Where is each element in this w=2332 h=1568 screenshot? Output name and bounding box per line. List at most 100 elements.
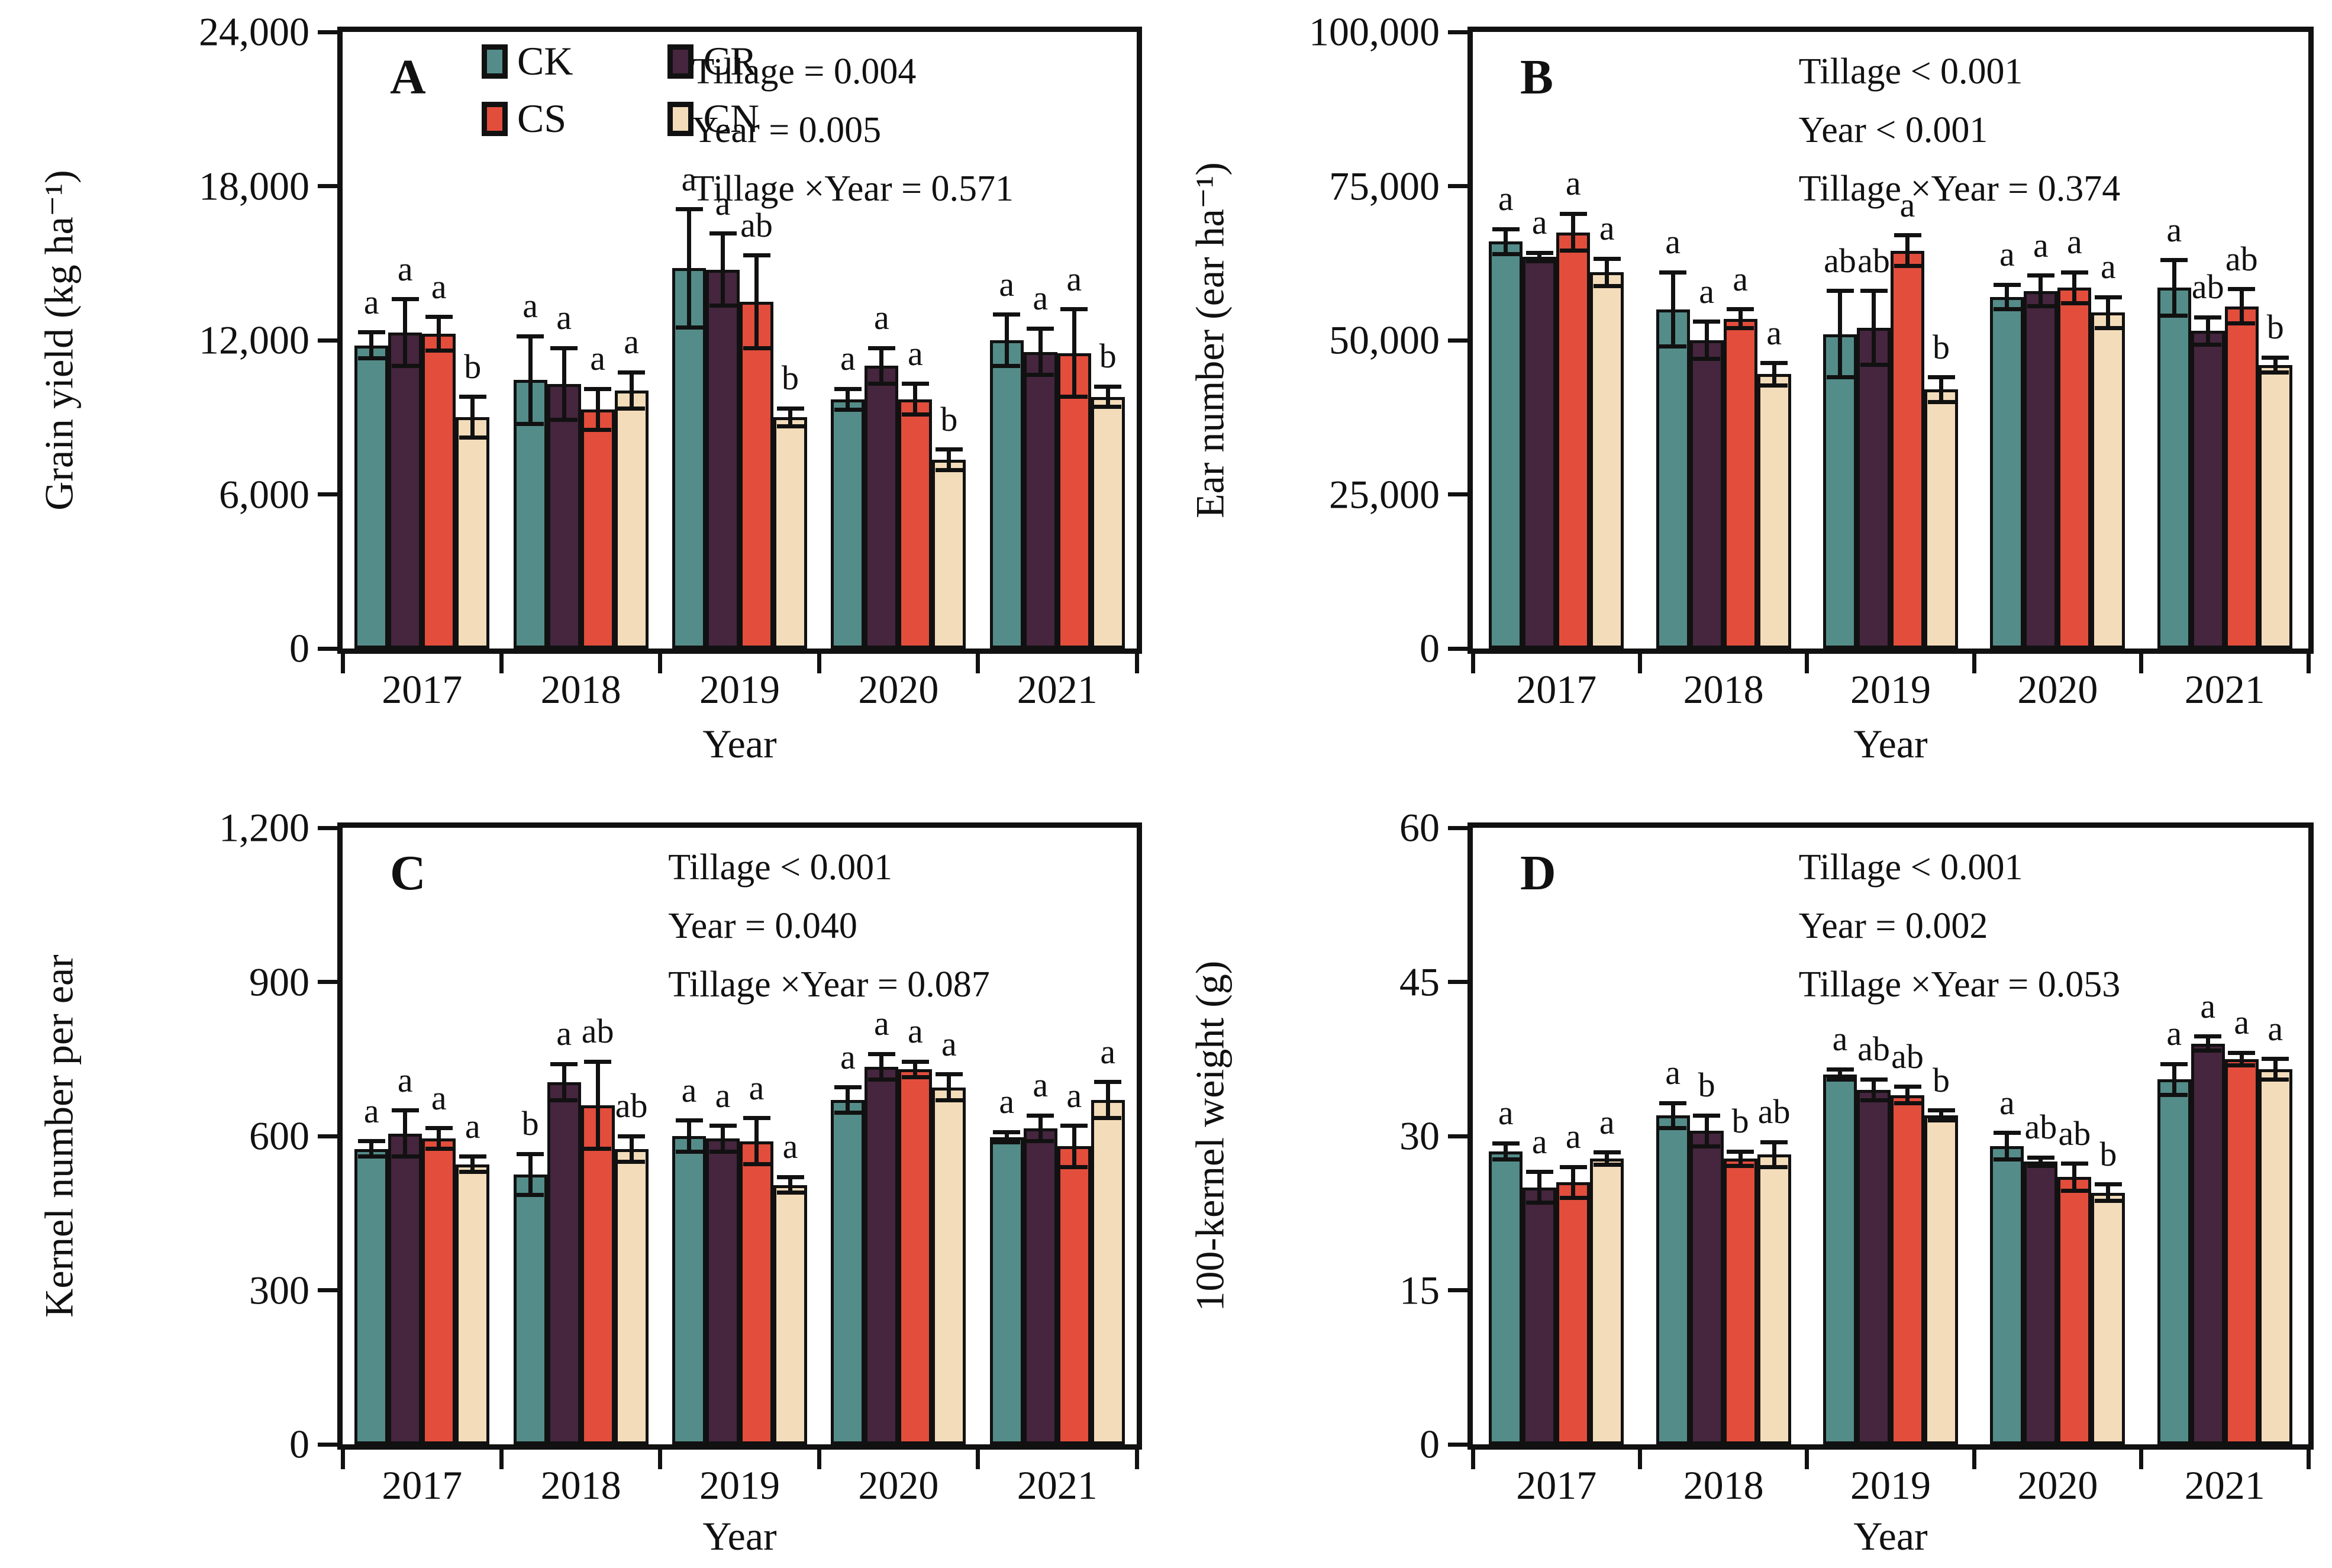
legend-label-cr: CR xyxy=(703,38,757,83)
legend-swatch-cs xyxy=(482,101,508,136)
x-axis-title: Year xyxy=(702,721,777,766)
legend-item-cn: CN xyxy=(667,95,759,142)
significance-letter: a xyxy=(840,339,856,378)
error-bar-cap xyxy=(675,1149,703,1154)
significance-letter: a xyxy=(1531,1122,1547,1161)
bar xyxy=(706,269,740,649)
error-bar-cap xyxy=(1060,1164,1088,1169)
significance-letter: b xyxy=(1731,1102,1749,1141)
significance-letter: a xyxy=(397,249,413,288)
bar xyxy=(740,1141,773,1444)
plot-area: D Tillage < 0.001 Year = 0.002 Tillage ×Ye… xyxy=(1399,805,2314,1508)
bar xyxy=(1924,389,1958,649)
y-tick xyxy=(318,184,337,188)
bar xyxy=(1823,1074,1857,1444)
bar xyxy=(1556,232,1591,649)
significance-letter: a xyxy=(1899,185,1915,224)
significance-letter: a xyxy=(363,282,379,321)
error-bar-cap xyxy=(517,1193,544,1198)
error-bar-cap xyxy=(675,1118,703,1123)
stats-line: Tillage < 0.001 xyxy=(1798,847,2023,888)
error-bar-cap xyxy=(993,312,1021,317)
y-tick xyxy=(318,1288,337,1292)
x-tick-label: 2019 xyxy=(699,667,780,712)
error-bar xyxy=(2106,297,2111,328)
significance-letter: ab xyxy=(2225,239,2258,278)
y-tick xyxy=(1448,338,1467,343)
stats-line: Year = 0.040 xyxy=(668,906,857,946)
x-tick xyxy=(499,654,504,673)
significance-letter: a xyxy=(2268,1009,2283,1048)
error-bar-cap xyxy=(618,370,646,375)
x-tick-label: 2017 xyxy=(1516,667,1597,712)
error-bar-cap xyxy=(2228,287,2256,291)
error-bar xyxy=(721,233,725,306)
error-bar-cap xyxy=(550,1062,578,1066)
stats-annotation: Tillage < 0.001 Year = 0.040 Tillage ×Year… xyxy=(668,838,990,1014)
significance-letter: ab xyxy=(615,1086,648,1125)
x-tick xyxy=(1637,654,1642,673)
significance-letter: ab xyxy=(1857,1030,1890,1069)
error-bar-cap xyxy=(584,1147,612,1151)
x-axis-title: Year xyxy=(702,1514,777,1559)
error-bar-cap xyxy=(1659,1125,1687,1130)
bar xyxy=(672,268,706,649)
significance-letter: a xyxy=(1733,259,1748,298)
significance-letter: a xyxy=(556,1014,572,1053)
error-bar xyxy=(2205,317,2210,345)
error-bar xyxy=(1537,253,1542,262)
bar xyxy=(1590,272,1624,649)
y-tick-label: 0 xyxy=(1420,1421,1440,1467)
y-tick-label: 900 xyxy=(249,959,309,1004)
bar xyxy=(1891,250,1924,649)
bar xyxy=(1523,257,1557,649)
error-bar-cap xyxy=(1826,1067,1854,1072)
error-bar-cap xyxy=(743,253,770,258)
error-bar-cap xyxy=(1593,1163,1621,1167)
bar xyxy=(580,1105,615,1444)
error-bar-cap xyxy=(834,407,862,412)
x-tick xyxy=(1470,654,1475,673)
error-bar-cap xyxy=(1094,405,1122,409)
y-tick xyxy=(1448,1288,1467,1292)
error-bar-cap xyxy=(776,424,804,428)
error-bar xyxy=(1939,377,1943,402)
bar xyxy=(1823,334,1857,649)
significance-letter: b xyxy=(2099,1134,2117,1173)
panel-letter: B xyxy=(1520,50,1554,105)
bar xyxy=(2191,331,2225,649)
bar xyxy=(1091,1100,1125,1444)
x-tick xyxy=(340,654,345,673)
legend-item-cs: CS xyxy=(482,95,573,142)
significance-letter: a xyxy=(874,298,889,337)
y-tick-label: 300 xyxy=(249,1267,309,1312)
significance-letter: a xyxy=(941,1024,957,1063)
x-tick-label: 2018 xyxy=(540,1463,621,1508)
error-bar xyxy=(1905,235,1910,266)
significance-letter: a xyxy=(1599,1102,1615,1141)
error-bar-cap xyxy=(2262,1077,2289,1082)
y-tick xyxy=(318,30,337,34)
significance-letter: b xyxy=(1099,337,1117,376)
bar xyxy=(1924,1115,1958,1444)
significance-letter: ab xyxy=(1891,1037,1924,1076)
x-tick xyxy=(1805,654,1810,673)
error-bar-cap xyxy=(425,1126,453,1131)
bar xyxy=(2258,1069,2292,1444)
error-bar-cap xyxy=(2060,301,2088,305)
x-tick xyxy=(1134,654,1139,673)
stats-line: Year = 0.005 xyxy=(692,110,882,150)
error-bar-cap xyxy=(776,406,804,411)
error-bar xyxy=(913,1062,918,1077)
bar xyxy=(1523,1187,1557,1444)
significance-letter: a xyxy=(681,159,697,198)
significance-letter: a xyxy=(431,267,447,306)
error-bar xyxy=(562,348,566,420)
error-bar-cap xyxy=(357,330,385,335)
error-bar-cap xyxy=(709,1149,737,1154)
error-bar xyxy=(1072,1125,1076,1167)
error-bar-cap xyxy=(1760,1140,1788,1144)
significance-letter: a xyxy=(2101,247,2116,286)
error-bar-cap xyxy=(709,303,737,308)
error-bar xyxy=(1038,328,1043,375)
